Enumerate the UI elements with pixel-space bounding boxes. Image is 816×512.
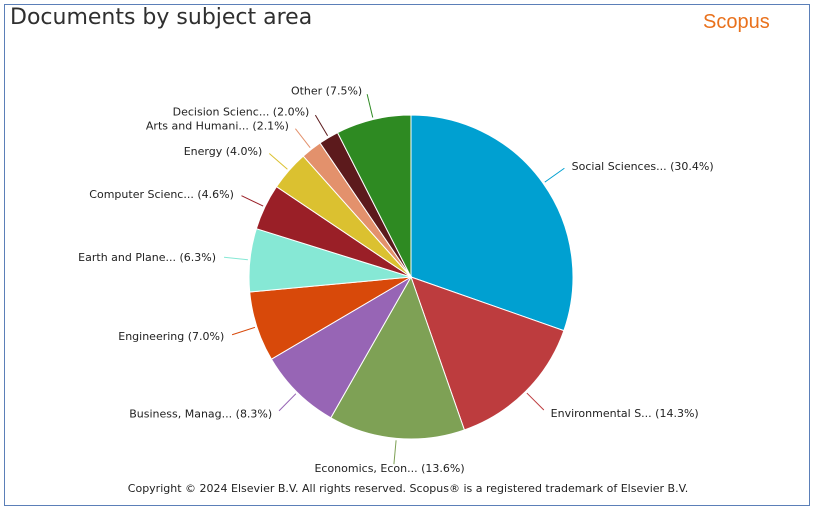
pie-slice-economics-econ[interactable] (330, 275, 466, 440)
slice-label-engineering: Engineering (7.0%) (118, 330, 224, 343)
leader-line-decision-scienc (314, 114, 329, 137)
slice-label-computer-scienc: Computer Scienc... (4.6%) (89, 188, 234, 201)
leader-line-social-sciences (544, 167, 565, 183)
leader-line-other (366, 94, 374, 118)
leader-line-arts-and-humani (295, 128, 311, 148)
leader-line-economics-econ (393, 440, 397, 465)
leader-line-computer-scienc (241, 195, 264, 207)
slice-label-earth-and-plane: Earth and Plane... (6.3%) (78, 251, 216, 264)
slice-label-economics-econ: Economics, Econ... (13.6%) (314, 462, 464, 475)
leader-line-business-manag (278, 393, 297, 412)
pie-slice-other[interactable] (336, 114, 412, 278)
slice-label-environmental-s: Environmental S... (14.3%) (551, 407, 699, 420)
pie-slice-social-sciences[interactable] (410, 114, 574, 332)
copyright-footer: Copyright © 2024 Elsevier B.V. All right… (127, 482, 689, 495)
leader-line-environmental-s (526, 392, 545, 411)
slice-label-decision-scienc: Decision Scienc... (2.0%) (173, 106, 310, 119)
slice-label-arts-and-humani: Arts and Humani... (2.1%) (146, 120, 289, 133)
pie-slice-environmental-s[interactable] (410, 276, 565, 431)
scopus-logo[interactable]: Scopus (703, 11, 770, 33)
slice-label-energy: Energy (4.0%) (184, 145, 263, 158)
slice-label-other: Other (7.5%) (291, 84, 362, 97)
slice-label-social-sciences: Social Sciences... (30.4%) (572, 160, 714, 173)
slice-label-business-manag: Business, Manag... (8.3%) (129, 408, 272, 421)
chart-title: Documents by subject area (10, 5, 313, 30)
leader-line-engineering (231, 326, 256, 336)
leader-line-earth-and-plane (223, 256, 248, 261)
leader-line-energy (268, 153, 288, 170)
